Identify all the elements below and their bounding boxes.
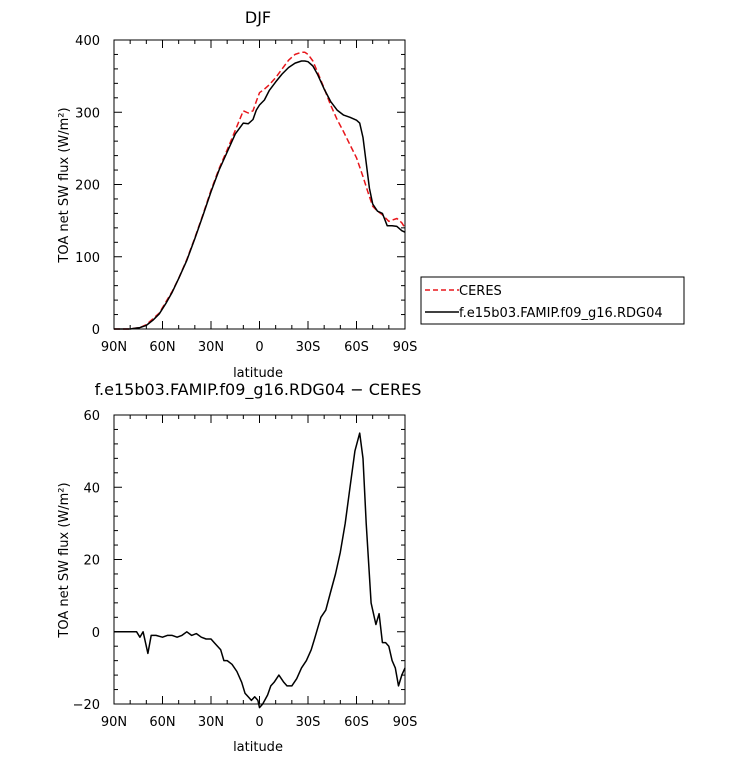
y-tick-label: 20 [83,554,100,569]
x-tick-label: 0 [255,715,263,730]
plot-frame [113,39,406,330]
y-tick-label: −20 [73,698,100,713]
legend-box [420,276,685,325]
y-tick-label: 0 [92,323,100,338]
x-tick-label: 0 [255,340,263,355]
x-tick-label: 90N [101,715,127,730]
y-tick-label: 100 [75,251,100,266]
x-tick-label: 90S [393,340,418,355]
plot-frame [113,414,406,705]
x-axis-label: latitude [233,366,283,381]
x-tick-label: 30N [198,340,224,355]
x-tick-label: 60N [149,715,175,730]
y-tick-label: 0 [92,626,100,641]
x-tick-label: 30S [296,715,321,730]
legend-label-model: f.e15b03.FAMIP.f09_g16.RDG04 [459,306,663,321]
y-tick-label: 40 [83,481,100,496]
x-tick-label: 30S [296,340,321,355]
y-tick-label: 200 [75,179,100,194]
series-line-f-e15b03-famip-f09-g16-rdg04 [114,60,406,330]
legend: CERES f.e15b03.FAMIP.f09_g16.RDG04 [420,276,685,325]
x-axis-label: latitude [233,740,283,755]
difference-chart-title: f.e15b03.FAMIP.f09_g16.RDG04 − CERES [95,380,422,400]
y-tick-label: 60 [83,409,100,424]
top-chart: DJF 90N 60N 30N 0 30S 60S 90S 0 100 200 300 400 lat… [57,8,417,381]
legend-label-ceres: CERES [459,284,502,299]
bottom-chart: f.e15b03.FAMIP.f09_g16.RDG04 − CERES 90N… [57,380,421,755]
x-tick-label: 90N [101,340,127,355]
chart-title: DJF [245,8,271,27]
x-tick-label: 60S [344,340,369,355]
y-tick-label: 400 [75,34,100,49]
x-tick-label: 90S [393,715,418,730]
y-axis-label: TOA net SW flux (W/m²) [57,482,72,638]
x-tick-label: 30N [198,715,224,730]
x-tick-label: 60N [149,340,175,355]
series-line-ceres [114,51,406,330]
series-line-diff-0 [114,432,406,709]
y-axis-label: TOA net SW flux (W/m²) [57,107,72,263]
y-tick-label: 300 [75,106,100,121]
x-tick-label: 60S [344,715,369,730]
